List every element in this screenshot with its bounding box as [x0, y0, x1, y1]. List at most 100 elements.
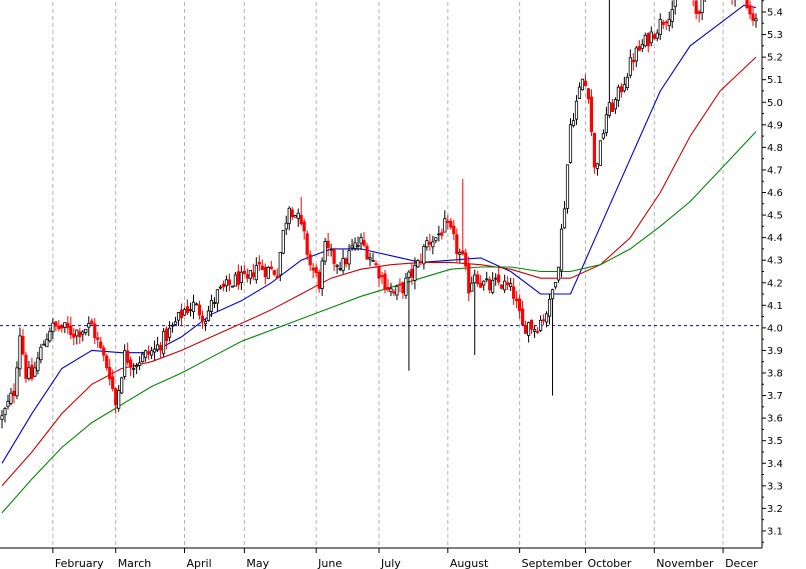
- candle-body: [236, 271, 240, 285]
- candle-body: [434, 237, 438, 241]
- candle-body: [239, 271, 243, 283]
- candle-body: [320, 260, 324, 289]
- candle-body: [317, 271, 321, 289]
- candle-body: [257, 261, 261, 265]
- candle-body: [323, 241, 327, 262]
- y-tick-label: 3.5: [767, 436, 783, 447]
- candle-body: [610, 102, 614, 113]
- candle-body: [550, 289, 555, 300]
- y-tick-label: 3.8: [767, 369, 783, 380]
- candle-body: [96, 337, 100, 340]
- candle-body: [141, 353, 145, 362]
- candle-body: [592, 132, 597, 168]
- y-tick-label: 3.9: [767, 346, 783, 357]
- candle-body: [33, 367, 37, 377]
- candle-body: [0, 415, 4, 420]
- candle-body: [21, 335, 25, 355]
- candle-body: [392, 291, 396, 294]
- candle-body: [18, 335, 22, 370]
- candle-body: [416, 260, 420, 268]
- y-tick-label: 3.3: [767, 481, 783, 492]
- candle-body: [188, 309, 193, 312]
- candle-body: [60, 325, 64, 329]
- candle-body: [598, 140, 603, 166]
- x-month-label: February: [55, 557, 104, 569]
- candle-body: [413, 264, 417, 281]
- x-month-label: May: [246, 557, 269, 569]
- candle-body: [15, 367, 19, 397]
- candle-body: [194, 303, 199, 306]
- candle-body: [51, 322, 55, 332]
- candle-body: [182, 309, 187, 316]
- candle-body: [126, 350, 130, 363]
- candle-body: [515, 298, 519, 302]
- candle-body: [440, 232, 444, 236]
- y-tick-label: 5.2: [767, 53, 783, 64]
- x-month-label: October: [587, 557, 631, 569]
- candle-body: [700, 0, 704, 14]
- candle-body: [464, 252, 468, 267]
- candle-body: [221, 283, 226, 288]
- candle-body: [147, 351, 151, 355]
- candle-body: [640, 43, 644, 49]
- candle-body: [574, 100, 579, 120]
- candle-body: [114, 388, 118, 406]
- candle-body: [670, 9, 674, 22]
- y-tick-label: 4.7: [767, 165, 783, 176]
- candle-body: [506, 282, 510, 286]
- candle-body: [30, 364, 34, 379]
- y-tick-label: 3.4: [767, 459, 783, 470]
- y-tick-label: 4.6: [767, 188, 783, 199]
- candle-body: [473, 274, 477, 284]
- candle-body: [233, 274, 237, 287]
- candle-body: [586, 88, 591, 100]
- candle-body: [132, 367, 136, 370]
- candle-body: [332, 248, 336, 264]
- candle-body: [341, 258, 345, 271]
- candle-body: [428, 241, 432, 245]
- candle-body: [521, 308, 525, 326]
- candle-body: [532, 329, 537, 332]
- candle-body: [224, 279, 229, 287]
- x-month-label: Decer: [725, 557, 758, 569]
- candle-body: [155, 344, 160, 351]
- y-tick-label: 5.0: [767, 98, 783, 109]
- candle-body: [167, 327, 172, 338]
- candle-body: [164, 328, 169, 341]
- x-month-label: June: [317, 557, 342, 569]
- candle-body: [9, 392, 13, 404]
- candle-body: [559, 228, 564, 271]
- candle-body: [535, 331, 540, 333]
- candle-body: [365, 245, 369, 260]
- candle-body: [152, 348, 157, 353]
- y-tick-label: 4.9: [767, 120, 783, 131]
- moving-average-3: [1, 131, 757, 514]
- candle-body: [117, 390, 121, 409]
- candle-body: [518, 298, 522, 312]
- candle-body: [108, 367, 112, 380]
- candle-body: [547, 298, 552, 317]
- candle-body: [577, 86, 582, 99]
- candle-body: [242, 270, 246, 275]
- candle-body: [353, 242, 357, 249]
- candle-body: [667, 19, 671, 26]
- candle-body: [422, 245, 426, 265]
- candle-body: [12, 390, 16, 397]
- candle-body: [350, 245, 354, 249]
- candle-body: [613, 99, 617, 110]
- candle-body: [479, 283, 483, 288]
- candle-body: [580, 78, 585, 91]
- y-tick-label: 4.8: [767, 143, 783, 154]
- candle-body: [494, 277, 498, 280]
- candle-body: [595, 163, 600, 169]
- candle-body: [105, 355, 109, 369]
- candle-body: [24, 354, 28, 379]
- candle-body: [407, 271, 411, 278]
- candle-body: [488, 279, 492, 291]
- candle-body: [386, 287, 390, 290]
- candle-body: [27, 367, 31, 380]
- candle-body: [604, 114, 608, 134]
- axes: [0, 0, 763, 549]
- candle-body: [266, 266, 270, 279]
- candle-body: [398, 283, 402, 286]
